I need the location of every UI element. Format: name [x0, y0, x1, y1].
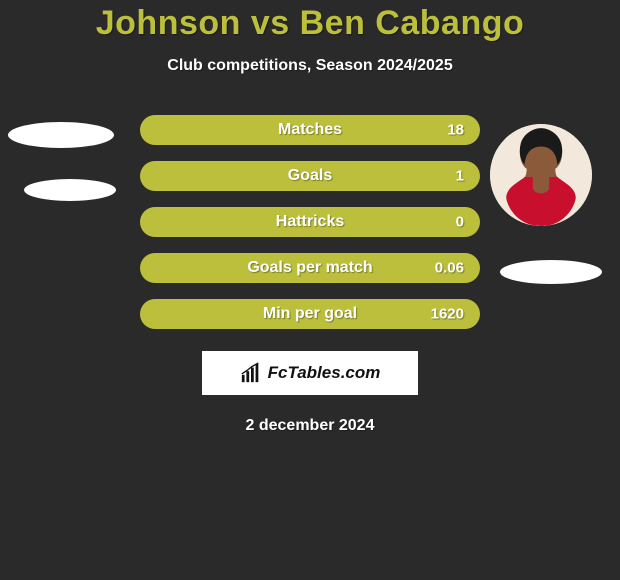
stat-value-right: 1620 [431, 306, 464, 323]
stat-value-right: 0 [456, 214, 464, 231]
comparison-card: Johnson vs Ben Cabango Club competitions… [0, 0, 620, 580]
page-subtitle: Club competitions, Season 2024/2025 [0, 57, 620, 75]
stat-value-right: 0.06 [435, 260, 464, 277]
stat-row-matches: Matches 18 [140, 115, 480, 145]
stats-section: Matches 18 Goals 1 Hattricks 0 Goals per… [0, 115, 620, 435]
stat-label: Goals [288, 167, 332, 185]
stat-row-min-per-goal: Min per goal 1620 [140, 299, 480, 329]
stat-row-hattricks: Hattricks 0 [140, 207, 480, 237]
date-label: 2 december 2024 [0, 417, 620, 435]
stat-label: Matches [278, 121, 342, 139]
stat-label: Goals per match [247, 259, 372, 277]
stat-label: Min per goal [263, 305, 357, 323]
brand-link[interactable]: FcTables.com [202, 351, 418, 395]
chart-icon [240, 362, 262, 384]
stat-value-right: 1 [456, 168, 464, 185]
brand-label: FcTables.com [268, 363, 381, 383]
stat-row-goals-per-match: Goals per match 0.06 [140, 253, 480, 283]
stat-label: Hattricks [276, 213, 344, 231]
page-title: Johnson vs Ben Cabango [0, 0, 620, 43]
stat-value-right: 18 [447, 122, 464, 139]
stats-list: Matches 18 Goals 1 Hattricks 0 Goals per… [140, 115, 480, 329]
stat-row-goals: Goals 1 [140, 161, 480, 191]
